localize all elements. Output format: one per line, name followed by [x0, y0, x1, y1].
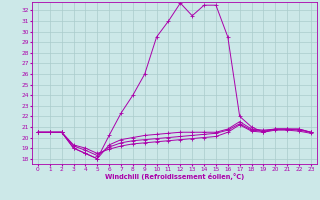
X-axis label: Windchill (Refroidissement éolien,°C): Windchill (Refroidissement éolien,°C) — [105, 173, 244, 180]
